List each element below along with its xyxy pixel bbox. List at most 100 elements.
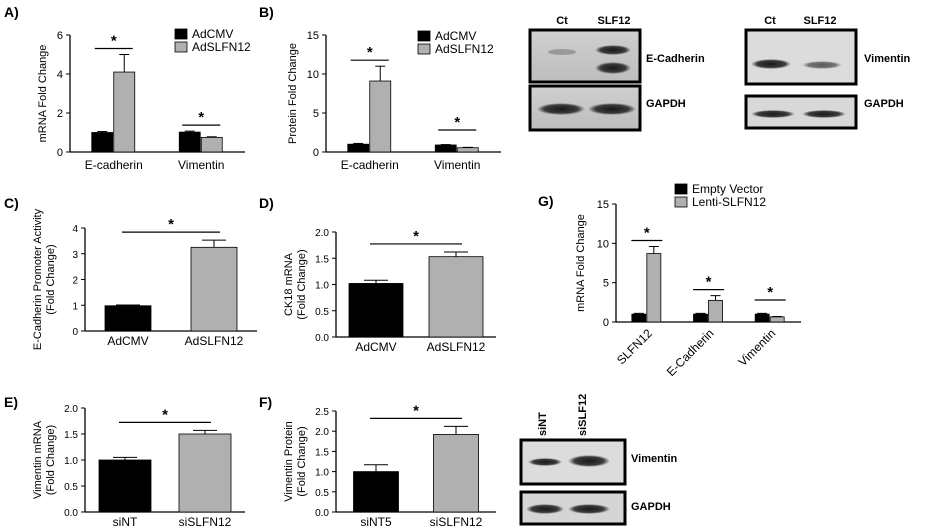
blot-frame <box>528 28 642 84</box>
x-tick-label: SLFN12 <box>614 326 655 367</box>
blot-band <box>595 62 631 74</box>
y-tick-label: 0.0 <box>64 508 78 519</box>
x-tick-label: AdSLFN12 <box>185 334 244 348</box>
bar <box>428 256 484 338</box>
chart-a: 0 2 4 6 mRNA Fold Change * E-cadherin * Vimentin… <box>37 27 251 172</box>
x-tick-label: siSLFN12 <box>179 515 232 529</box>
y-tick-label: 15 <box>307 30 319 42</box>
x-tick-label: E-cadherin <box>341 158 399 172</box>
x-tick-label: E-Cadherin <box>664 326 717 379</box>
bar <box>178 131 201 153</box>
legend-swatch <box>174 28 188 40</box>
blot-band <box>751 59 791 69</box>
y-tick-label: 1.0 <box>315 468 329 479</box>
y-axis-label: E-Cadherin Promoter Activity (Fold Change… <box>32 208 57 350</box>
bar <box>456 147 479 153</box>
chart-d: 0.0 0.5 1.0 1.5 2.0 CK18 mRNA (Fold Change) AdC… <box>283 228 496 354</box>
blot-band <box>802 110 846 118</box>
chart-c: 0 1 2 3 4 E-Cadherin Promoter Activity (Fold C… <box>32 208 257 350</box>
y-tick-label: 6 <box>57 30 63 42</box>
blot-band <box>802 61 842 69</box>
western-blot-si-vimentin: siNT siSLF12 Vimentin GAPDH <box>519 394 678 526</box>
x-tick-label: AdSLFN12 <box>427 340 486 354</box>
legend-label: AdSLFN12 <box>435 42 494 56</box>
y-tick-label: 1.5 <box>64 430 78 441</box>
blot-row-label: GAPDH <box>864 98 904 110</box>
y-axis-label: mRNA Fold Change <box>37 45 49 143</box>
y-tick-label: 15 <box>597 199 609 211</box>
blot-col-label: SLF12 <box>803 15 836 27</box>
significance-star: * <box>767 284 773 301</box>
blot-row-label: GAPDH <box>646 98 686 110</box>
x-tick-label: Vimentin <box>736 326 779 369</box>
y-axis-label: Vimentin mRNA (Fold Change) <box>32 420 57 499</box>
bar <box>104 305 152 332</box>
chart-f: 0.0 0.5 1.0 1.5 2.0 2.5 Vimentin Protein (Fold … <box>283 402 496 529</box>
y-axis-label: Vimentin Protein (Fold Change) <box>283 421 308 502</box>
y-axis-label-line: CK18 mRNA <box>283 252 295 316</box>
y-tick-label: 2.0 <box>315 228 329 239</box>
x-tick-label: E-cadherin <box>85 158 143 172</box>
bar <box>353 471 399 513</box>
x-tick-label: AdCMV <box>355 340 396 354</box>
blot-band <box>526 504 564 514</box>
bar <box>190 246 238 332</box>
panel-label-g: G) <box>538 193 554 209</box>
bar <box>200 136 223 153</box>
y-tick-label: 0 <box>72 327 78 338</box>
y-axis-label-line: (Fold Change) <box>296 249 308 319</box>
y-axis-label-line: Protein Fold Change <box>287 43 299 144</box>
y-tick-label: 5 <box>603 278 609 290</box>
x-tick-label: Vimentin <box>434 158 480 172</box>
blot-band <box>528 458 562 466</box>
y-axis-label-line: (Fold Change) <box>45 425 57 495</box>
y-axis-label-line: mRNA Fold Change <box>575 214 587 312</box>
y-tick-label: 3 <box>72 250 78 261</box>
y-tick-label: 1.0 <box>64 456 78 467</box>
y-tick-label: 0.5 <box>64 482 78 493</box>
legend-swatch <box>417 43 431 55</box>
x-tick-label: siSLFN12 <box>430 515 483 529</box>
bar <box>347 143 370 153</box>
significance-star: * <box>168 216 174 233</box>
significance-star: * <box>454 114 460 131</box>
y-tick-label: 2 <box>72 276 78 287</box>
blot-col-label: Ct <box>556 15 568 27</box>
legend-label: Empty Vector <box>692 182 763 196</box>
legend-label: AdSLFN12 <box>192 40 251 54</box>
panel-label-f: F) <box>259 394 272 410</box>
significance-star: * <box>706 274 712 291</box>
bar <box>754 313 770 323</box>
blot-band <box>751 110 795 118</box>
legend-label: AdCMV <box>192 27 233 41</box>
blot-row-label: GAPDH <box>631 501 671 513</box>
bar <box>113 71 136 153</box>
y-axis-label-line: mRNA Fold Change <box>37 45 49 143</box>
significance-star: * <box>413 402 419 419</box>
y-tick-label: 1.5 <box>315 447 329 458</box>
y-tick-label: 4 <box>57 69 63 81</box>
y-tick-label: 0.5 <box>315 488 329 499</box>
blot-col-label: siSLF12 <box>577 394 589 436</box>
blot-col-label: siNT <box>537 412 549 436</box>
bar <box>631 313 647 323</box>
x-tick-label: siNT5 <box>360 515 392 529</box>
panel-label-c: C) <box>4 195 19 211</box>
y-tick-label: 0 <box>313 147 319 159</box>
y-axis-label-line: (Fold Change) <box>45 244 57 314</box>
y-tick-label: 0.5 <box>315 307 329 318</box>
y-tick-label: 2.0 <box>64 404 78 415</box>
blot-band <box>568 504 610 514</box>
significance-star: * <box>644 224 650 241</box>
blot-band <box>548 49 576 55</box>
legend-swatch <box>674 183 688 195</box>
bar <box>769 316 785 323</box>
panel-label-d: D) <box>259 195 274 211</box>
y-tick-label: 2.0 <box>315 427 329 438</box>
y-tick-label: 0 <box>603 317 609 329</box>
chart-e: 0.0 0.5 1.0 1.5 2.0 Vimentin mRNA (Fold Change… <box>32 404 245 529</box>
panel-label-e: E) <box>4 394 18 410</box>
significance-star: * <box>111 33 117 50</box>
y-tick-label: 2 <box>57 108 63 120</box>
bar <box>178 433 232 513</box>
